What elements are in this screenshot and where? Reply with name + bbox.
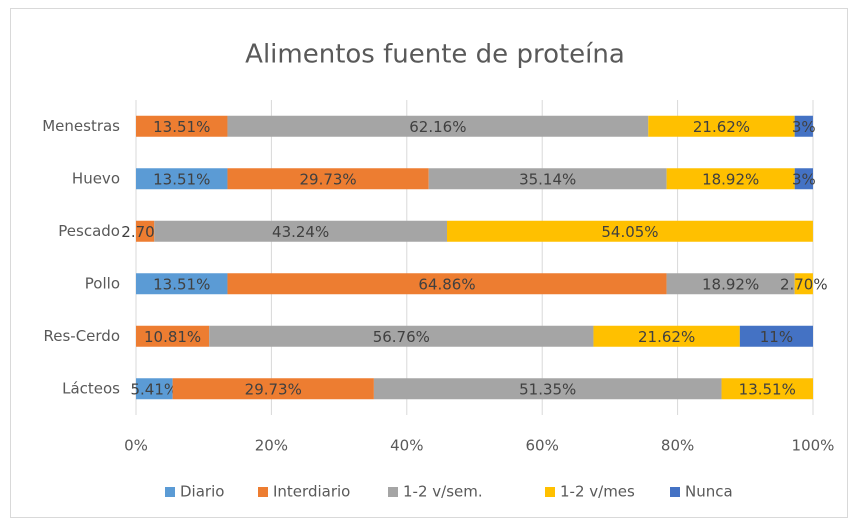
legend-swatch	[165, 487, 175, 497]
data-label: 13.51%	[153, 275, 210, 293]
data-label: 11%	[760, 328, 793, 346]
bar-segment	[136, 325, 210, 347]
legend-label: 1-2 v/mes	[560, 483, 635, 501]
data-label: 18.92%	[702, 170, 759, 188]
data-label: 13.51%	[739, 380, 796, 398]
data-label: 2.70%	[780, 275, 828, 293]
data-label: 51.35%	[519, 380, 576, 398]
data-label: 13.51%	[153, 170, 210, 188]
bar-segment	[794, 115, 813, 137]
legend-label: 1-2 v/sem.	[403, 483, 483, 501]
bar-segment	[794, 168, 813, 190]
data-label: 5.41%	[130, 380, 178, 398]
legend-label: Nunca	[685, 483, 733, 501]
bar-segment	[209, 325, 594, 347]
bar-segment	[136, 115, 228, 137]
bar-segment	[373, 378, 722, 400]
y-tick-label: Lácteos	[62, 379, 120, 397]
x-tick-label: 80%	[661, 437, 694, 455]
data-label: 21.62%	[638, 328, 695, 346]
bar-segment	[227, 273, 667, 295]
x-tick-label: 20%	[255, 437, 288, 455]
x-tick-label: 0%	[124, 437, 148, 455]
bar-segment	[227, 115, 649, 137]
bar-segment	[154, 220, 448, 242]
data-label: 29.73%	[299, 170, 356, 188]
chart-title: Alimentos fuente de proteína	[245, 40, 625, 70]
legend-swatch	[545, 487, 555, 497]
bar-segment	[447, 220, 813, 242]
bar-segment	[666, 273, 795, 295]
data-label: 64.86%	[418, 275, 475, 293]
data-label: 56.76%	[373, 328, 430, 346]
data-label: 3%	[792, 118, 816, 136]
bar-segment	[739, 325, 813, 347]
data-label: 3%	[792, 170, 816, 188]
x-tick-label: 40%	[390, 437, 423, 455]
bar-segment	[136, 220, 155, 242]
bar-segment	[648, 115, 795, 137]
data-label: 35.14%	[519, 170, 576, 188]
bar-segment	[136, 378, 173, 400]
bar-segment	[136, 273, 228, 295]
data-label: 43.24%	[272, 223, 329, 241]
bar-segment	[172, 378, 374, 400]
bar-segment	[428, 168, 667, 190]
bar-segment	[227, 168, 429, 190]
legend-label: Diario	[180, 483, 224, 501]
legend-swatch	[258, 487, 268, 497]
y-tick-label: Huevo	[72, 169, 120, 187]
bar-segment	[136, 168, 228, 190]
legend-swatch	[388, 487, 398, 497]
data-label: 29.73%	[245, 380, 302, 398]
y-tick-label: Menestras	[42, 117, 120, 135]
legend-label: Interdiario	[273, 483, 350, 501]
legend-swatch	[670, 487, 680, 497]
bar-segment	[666, 168, 795, 190]
y-tick-label: Pollo	[85, 274, 120, 292]
data-label: 18.92%	[702, 275, 759, 293]
data-label: 21.62%	[693, 118, 750, 136]
bar-segment	[593, 325, 740, 347]
chart-border	[10, 8, 848, 518]
bar-segment	[794, 273, 813, 295]
x-tick-label: 60%	[526, 437, 559, 455]
data-label: 10.81%	[144, 328, 201, 346]
bar-segment	[721, 378, 813, 400]
data-label: 62.16%	[409, 118, 466, 136]
data-label: 13.51%	[153, 118, 210, 136]
x-tick-label: 100%	[792, 437, 835, 455]
y-tick-label: Res-Cerdo	[43, 327, 120, 345]
y-tick-label: Pescado	[58, 222, 120, 240]
data-label: 54.05%	[601, 223, 658, 241]
